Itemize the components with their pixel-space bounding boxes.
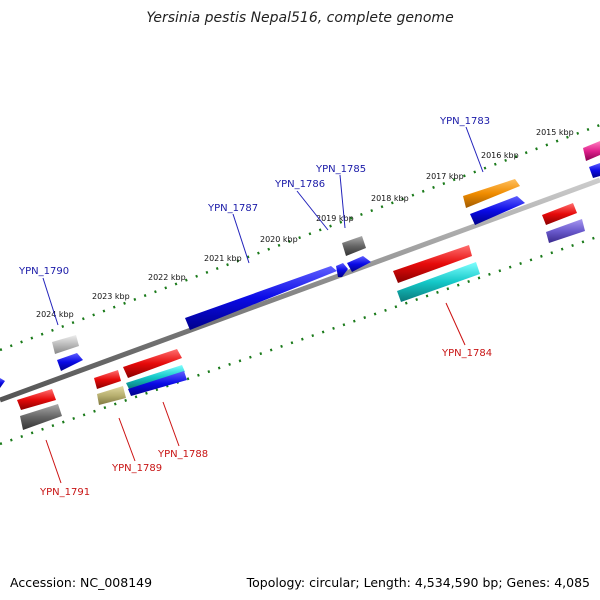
gene-arrow[interactable] [463, 179, 520, 208]
gene-label[interactable]: YPN_1789 [111, 463, 162, 474]
label-leader-line [445, 302, 466, 346]
gene-arrow[interactable] [126, 365, 185, 389]
gene-arrow[interactable] [57, 353, 83, 371]
label-leader-line [339, 174, 346, 229]
gene-arrow[interactable] [94, 370, 121, 389]
gene-label[interactable]: YPN_1784 [441, 348, 492, 359]
gene-label[interactable]: YPN_1786 [274, 179, 325, 190]
kbp-label: 2023 kbp [92, 292, 130, 301]
gene-arrow[interactable] [470, 196, 525, 225]
label-leader-line [232, 213, 250, 264]
gene-arrow[interactable] [97, 386, 126, 405]
accession-text: Accession: NC_008149 [10, 575, 153, 590]
gene-label[interactable]: YPN_1783 [439, 116, 490, 127]
gene-arrow[interactable] [542, 203, 577, 225]
gene-arrow[interactable] [342, 236, 366, 256]
map-title: Yersinia pestis Nepal516, complete genom… [146, 10, 454, 26]
gene-label[interactable]: YPN_1791 [39, 487, 90, 498]
genome-summary-text: Topology: circular; Length: 4,534,590 bp… [246, 575, 590, 590]
gene-label[interactable]: YPN_1790 [18, 266, 69, 277]
gene-arrow[interactable] [393, 245, 472, 283]
gene-arrow[interactable] [20, 404, 62, 430]
label-leader-line [42, 277, 59, 326]
kbp-label: 2018 kbp [371, 194, 409, 203]
gene-arrow[interactable] [17, 389, 56, 410]
label-leader-line [465, 126, 484, 173]
gene-arrow[interactable] [185, 266, 337, 330]
label-leader-line [118, 417, 136, 462]
gene-arrow[interactable] [583, 141, 600, 161]
gene-arrow[interactable] [128, 371, 187, 396]
kbp-label: 2022 kbp [148, 273, 186, 282]
gene-label[interactable]: YPN_1787 [207, 203, 258, 214]
gene-arrow[interactable] [123, 349, 182, 378]
gene-arrow[interactable] [0, 378, 5, 388]
gene-arrow[interactable] [589, 163, 600, 178]
kbp-label: 2016 kbp [481, 151, 519, 160]
gene-label[interactable]: YPN_1788 [157, 449, 208, 460]
genome-backbone [0, 177, 600, 403]
kbp-label: 2019 kbp [316, 214, 354, 223]
kbp-label: 2020 kbp [260, 235, 298, 244]
gene-arrow[interactable] [336, 263, 348, 277]
label-leader-line [162, 401, 180, 447]
gene-arrow[interactable] [546, 219, 585, 243]
gene-arrow[interactable] [347, 256, 371, 272]
outer-tick-track [0, 123, 600, 352]
gene-arrow[interactable] [52, 335, 79, 354]
gene-arrow[interactable] [397, 262, 480, 302]
kbp-label: 2017 kbp [426, 172, 464, 181]
kbp-label: 2021 kbp [204, 254, 242, 263]
label-leader-line [296, 190, 329, 231]
gene-label[interactable]: YPN_1785 [315, 164, 366, 175]
inner-tick-track [0, 234, 600, 446]
kbp-label: 2015 kbp [536, 128, 574, 137]
label-leader-line [45, 439, 62, 484]
